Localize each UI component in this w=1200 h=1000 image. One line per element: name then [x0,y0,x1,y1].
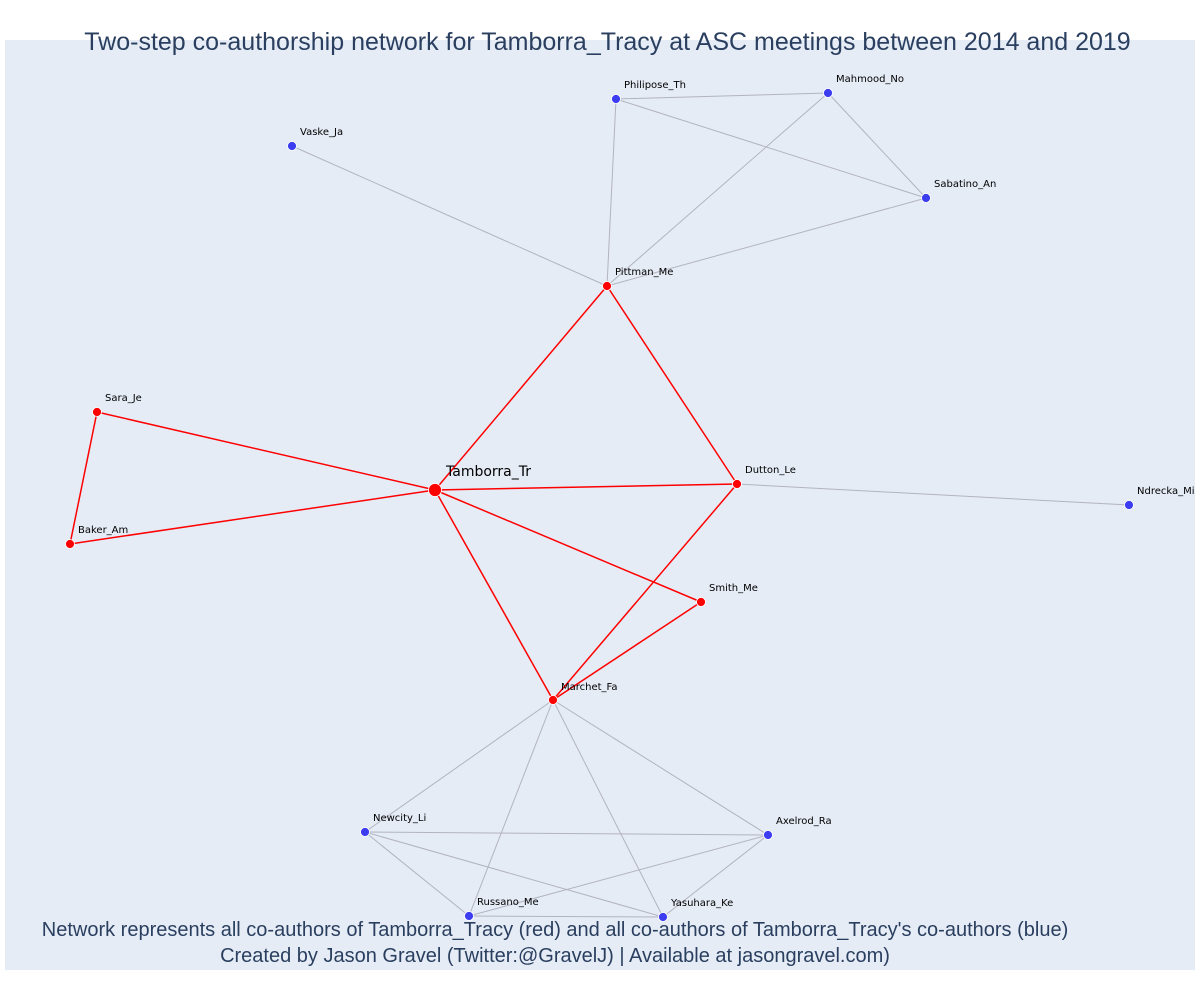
edge-Russano_Me-Yasuhara_Ke [468,915,664,918]
edge-Mahmood_No-Sabatino_An [827,92,927,199]
edge-Tamborra_Tr-Baker_Am [69,489,436,545]
node-label-Pittman_Me: Pittman_Me [615,267,673,278]
chart-title: Two-step co-authorship network for Tambo… [84,28,1131,56]
edge-Pittman_Me-Vaske_Ja [291,145,608,287]
node-Dutton_Le[interactable] [732,479,742,489]
edge-Smith_Me-Marchet_Fa [552,601,702,701]
node-Russano_Me[interactable] [464,911,474,921]
caption-line-2: Created by Jason Gravel (Twitter:@Gravel… [220,945,890,967]
node-Ndrecka_Mi[interactable] [1124,500,1134,510]
node-label-Newcity_Li: Newcity_Li [373,813,426,824]
node-label-Sara_Je: Sara_Je [105,393,142,404]
node-label-Axelrod_Ra: Axelrod_Ra [776,816,832,827]
edge-Tamborra_Tr-Marchet_Fa [434,489,554,701]
node-Baker_Am[interactable] [65,539,75,549]
labels-layer: Tamborra_Tr Pittman_Me Dutton_Le Sara_Je Bak… [78,74,1195,909]
edge-Philipose_Th-Mahmood_No [615,92,829,100]
node-Sabatino_An[interactable] [921,193,931,203]
node-Sara_Je[interactable] [92,407,102,417]
edge-Pittman_Me-Philipose_Th [606,98,617,287]
edge-Marchet_Fa-Yasuhara_Ke [552,699,664,918]
plot-background [5,40,1195,970]
edge-Sara_Je-Baker_Am [69,411,98,545]
node-label-Philipose_Th: Philipose_Th [624,80,686,91]
node-Philipose_Th[interactable] [611,94,621,104]
edge-Dutton_Le-Marchet_Fa [552,483,738,701]
edge-Pittman_Me-Mahmood_No [606,92,829,287]
node-Pittman_Me[interactable] [602,281,612,291]
node-label-Dutton_Le: Dutton_Le [745,465,796,476]
edge-Axelrod_Ra-Russano_Me [468,834,769,917]
nodes-layer [65,88,1134,922]
node-label-Baker_Am: Baker_Am [78,525,128,536]
node-label-Russano_Me: Russano_Me [477,897,539,908]
node-label-Tamborra_Tr: Tamborra_Tr [445,464,531,480]
edge-Tamborra_Tr-Sara_Je [96,411,436,491]
node-Smith_Me[interactable] [696,597,706,607]
edge-Newcity_Li-Axelrod_Ra [364,831,769,836]
node-Axelrod_Ra[interactable] [763,830,773,840]
node-Yasuhara_Ke[interactable] [658,912,668,922]
node-Vaske_Ja[interactable] [287,141,297,151]
edge-Tamborra_Tr-Pittman_Me [434,285,608,491]
node-label-Smith_Me: Smith_Me [709,583,758,594]
edge-Marchet_Fa-Newcity_Li [364,699,554,833]
node-label-Mahmood_No: Mahmood_No [836,74,904,85]
edge-Marchet_Fa-Russano_Me [468,699,554,917]
node-label-Marchet_Fa: Marchet_Fa [561,682,618,693]
edge-Newcity_Li-Russano_Me [364,831,470,917]
caption: Network represents all co-authors of Tam… [0,917,1110,969]
edge-Axelrod_Ra-Yasuhara_Ke [662,834,769,918]
edge-Pittman_Me-Sabatino_An [606,197,927,287]
node-Mahmood_No[interactable] [823,88,833,98]
node-Tamborra_Tr[interactable] [428,483,442,497]
node-label-Vaske_Ja: Vaske_Ja [300,127,343,138]
node-label-Sabatino_An: Sabatino_An [934,179,996,190]
edges-layer [69,92,1130,918]
node-Marchet_Fa[interactable] [548,695,558,705]
node-label-Yasuhara_Ke: Yasuhara_Ke [670,898,733,909]
edge-Newcity_Li-Yasuhara_Ke [364,831,664,918]
node-Newcity_Li[interactable] [360,827,370,837]
caption-line-1: Network represents all co-authors of Tam… [41,919,1069,941]
edge-Pittman_Me-Dutton_Le [606,285,738,485]
node-label-Ndrecka_Mi: Ndrecka_Mi [1137,486,1195,497]
edge-Marchet_Fa-Axelrod_Ra [552,699,769,836]
edge-Tamborra_Tr-Smith_Me [434,489,702,603]
edge-Philipose_Th-Sabatino_An [615,98,927,199]
edge-Tamborra_Tr-Dutton_Le [434,483,738,491]
edge-Dutton_Le-Ndrecka_Mi [736,483,1130,506]
